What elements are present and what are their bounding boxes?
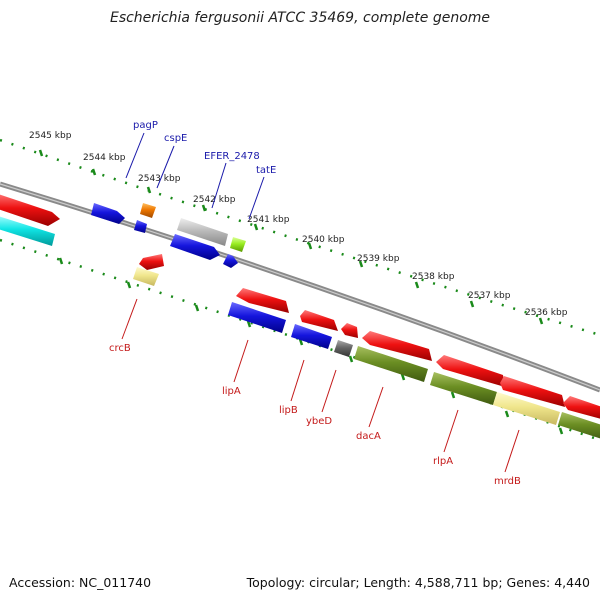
gene-feature [139, 254, 164, 270]
gene-feature [0, 216, 55, 246]
gene-label-daca: dacA [356, 431, 381, 442]
gene-feature [563, 396, 600, 419]
gene-label-ybed: ybeD [306, 416, 332, 427]
forward-strand-features [0, 194, 246, 268]
gene-label-cspe: cspE [164, 133, 187, 144]
map-title: Escherichia fergusonii ATCC 35469, compl… [109, 10, 491, 26]
gene-label-rlpa: rlpA [433, 456, 453, 467]
rlpa-feature [430, 372, 497, 405]
ybed-feature [334, 340, 353, 357]
scale-label: 2543 kbp [138, 174, 181, 184]
gene-feature [558, 412, 600, 439]
gene-feature [341, 323, 358, 338]
crcb-feature [133, 267, 159, 286]
gene-feature [236, 288, 289, 313]
scale-label: 2544 kbp [83, 153, 126, 163]
bottom-leader-lines [121, 298, 520, 473]
gene-label-lipb: lipB [279, 405, 298, 416]
scale-label: 2538 kbp [412, 272, 455, 282]
scale-label: 2541 kbp [247, 215, 290, 225]
gene-feature [0, 194, 60, 226]
gene-label-crcb: crcB [109, 343, 131, 354]
scale-label: 2536 kbp [525, 308, 568, 318]
gene-feature [223, 254, 238, 268]
top-gene-labels: pagP cspE EFER_2478 tatE [133, 120, 276, 176]
scale-label: 2545 kbp [29, 131, 72, 141]
gene-feature [436, 355, 505, 387]
scale-label: 2540 kbp [302, 235, 345, 245]
lipa-feature [228, 302, 286, 333]
gene-label-pagp: pagP [133, 120, 158, 131]
mrdb-feature [493, 392, 560, 425]
gene-feature [170, 234, 220, 260]
gene-feature [300, 310, 338, 331]
gene-label-efer-2478: EFER_2478 [204, 151, 260, 162]
inner-major-ticks [58, 257, 564, 435]
daca-feature [354, 346, 428, 382]
scale-label: 2539 kbp [357, 254, 400, 264]
scale-labels: 2545 kbp 2544 kbp 2543 kbp 2542 kbp 2541… [29, 131, 568, 318]
reverse-strand-features [133, 254, 600, 439]
scale-label: 2537 kbp [468, 291, 511, 301]
genome-backbone-highlight [0, 183, 600, 391]
genome-backbone [0, 181, 600, 393]
gene-label-tate: tatE [256, 165, 276, 176]
bottom-gene-labels: crcB lipA lipB ybeD dacA rlpA mrdB [109, 343, 521, 487]
tate-feature [230, 237, 246, 252]
outer-scale-arc [0, 138, 600, 337]
cspe-feature [140, 203, 156, 218]
top-leader-lines [125, 132, 265, 220]
gene-label-lipa: lipA [222, 386, 241, 397]
pagp-feature [91, 203, 125, 224]
lipb-feature [291, 324, 332, 349]
genome-summary-text: Topology: circular; Length: 4,588,711 bp… [246, 575, 590, 590]
gene-label-mrdb: mrdB [494, 476, 521, 487]
gene-feature [134, 220, 147, 233]
outer-major-ticks [38, 149, 544, 325]
efer-2478-feature [177, 218, 228, 246]
accession-text: Accession: NC_011740 [9, 575, 152, 590]
gene-feature [500, 376, 565, 407]
gene-feature [362, 331, 432, 361]
